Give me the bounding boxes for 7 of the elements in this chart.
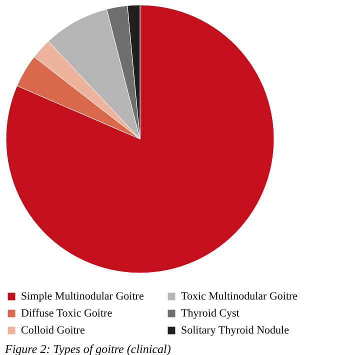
legend-label: Colloid Goitre <box>21 324 85 336</box>
legend-label: Thyroid Cyst <box>181 308 240 320</box>
legend-label: Toxic Multinodular Goitre <box>181 290 298 303</box>
legend-label: Diffuse Toxic Goitre <box>21 308 112 320</box>
legend-label: Solitary Thyroid Nodule <box>181 324 290 336</box>
legend-label: Simple Multinodular Goitre <box>21 290 144 303</box>
pie-slice <box>6 4 274 274</box>
